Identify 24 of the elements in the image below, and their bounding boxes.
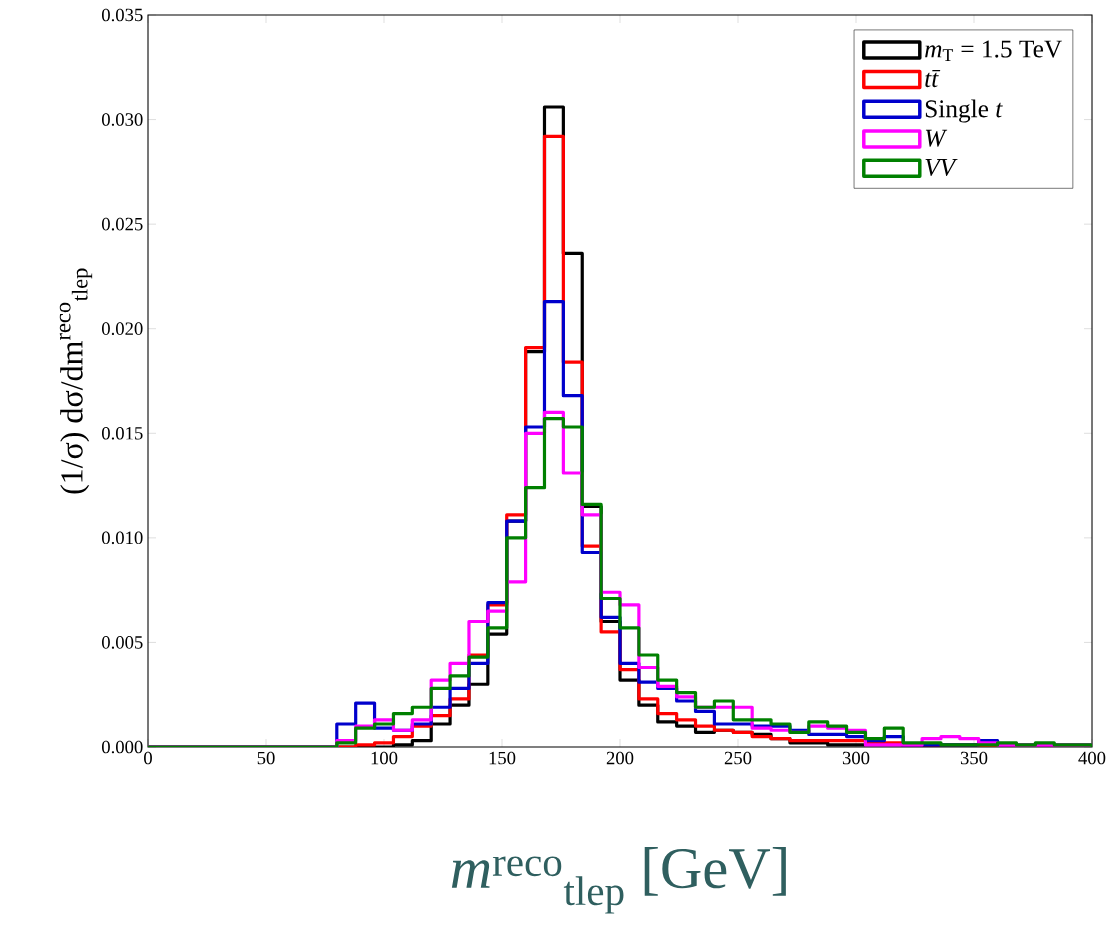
x-tick-label: 350: [960, 751, 988, 765]
y-tick-label: 0.030: [102, 113, 143, 126]
y-tick-label: 0.020: [102, 322, 143, 336]
legend-label: Single t: [925, 99, 1003, 123]
x-tick-label: 200: [606, 751, 634, 765]
x-tick-label: 0: [144, 751, 152, 765]
y-tick-label: 0.000: [102, 740, 143, 754]
y-tick-label: 0.005: [102, 636, 143, 649]
y-tick-label: 0.015: [102, 426, 143, 440]
y-tick-label: 0.010: [102, 531, 143, 545]
y-tick-label: 0.025: [102, 217, 143, 231]
x-axis-title: m$^{reco}$$_{tlep}$ [GeV]: [451, 847, 786, 914]
legend-label: m$_{T}$ = 1.5 TeV: [925, 40, 1062, 61]
x-tick-label: 150: [489, 751, 516, 765]
x-tick-label: 100: [371, 751, 398, 765]
legend-label: tt̄: [925, 69, 941, 88]
legend-label: VV: [925, 159, 958, 177]
x-tick-label: 250: [724, 751, 752, 765]
y-tick-label: 0.035: [102, 8, 143, 22]
y-axis-title: (1/σ) dσ/dm$^{reco}$tlep: [59, 268, 93, 494]
x-tick-label: 50: [257, 751, 275, 765]
x-tick-label: 400: [1078, 751, 1106, 765]
x-tick-label: 300: [842, 751, 870, 765]
legend-label: W: [925, 129, 948, 147]
